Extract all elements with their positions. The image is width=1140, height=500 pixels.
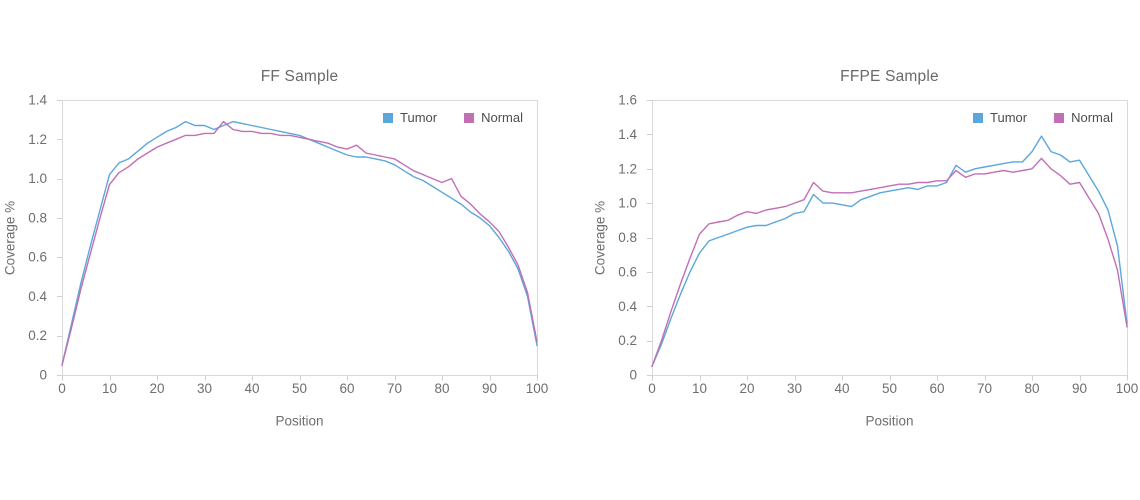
y-tick-label: 0.2: [28, 328, 47, 343]
legend-swatch-tumor-icon: [973, 112, 984, 123]
legend-label-tumor: Tumor: [400, 110, 438, 125]
x-tick-label: 50: [292, 381, 307, 396]
x-tick-label: 40: [834, 381, 849, 396]
x-tick-label: 30: [197, 381, 212, 396]
y-tick-label: 1.0: [618, 196, 637, 211]
x-tick-label: 100: [526, 381, 549, 396]
legend-swatch-tumor-icon: [383, 112, 394, 123]
y-tick-label: 0.4: [618, 299, 637, 314]
x-axis-title: Position: [865, 413, 914, 429]
legend-item-tumor: Tumor: [973, 110, 1027, 125]
plot-area: 0 10 20 30 40 50 60 70 80 90 100 0 0.2 0.4 0.6 0.8 1.0 1.…: [618, 93, 1139, 397]
x-tick-label: 80: [1024, 381, 1039, 396]
x-tick-label: 70: [387, 381, 402, 396]
y-tick-label: 0.6: [618, 264, 637, 279]
x-tick-label: 10: [692, 381, 707, 396]
y-tick-label: 1.4: [618, 127, 637, 142]
plot-frame: [62, 100, 538, 376]
x-tick-label: 60: [929, 381, 944, 396]
legend-label-normal: Normal: [1071, 110, 1113, 125]
y-tick-label: 1.6: [618, 93, 637, 108]
x-tick-label: 90: [482, 381, 497, 396]
x-axis-title: Position: [275, 413, 324, 429]
y-tick-label: 0: [39, 368, 47, 383]
x-tick-label: 100: [1116, 381, 1139, 396]
x-tick-label: 90: [1072, 381, 1087, 396]
x-tick-label: 0: [648, 381, 656, 396]
plot-area: 0 10 20 30 40 50 60 70 80 90 100 0 0.2 0.4 0.6 0.8 1.0 1.…: [28, 93, 549, 397]
y-tick-label: 0.6: [28, 250, 47, 265]
chart-title: FFPE Sample: [840, 68, 939, 85]
y-tick-label: 1.2: [618, 161, 637, 176]
x-tick-label: 30: [787, 381, 802, 396]
x-tick-label: 40: [244, 381, 259, 396]
chart-title: FF Sample: [260, 68, 339, 85]
chart-panel-ffpe: FFPE Sample Coverage % Position 0 10 20 30 4…: [570, 0, 1140, 500]
x-tick-label: 50: [882, 381, 897, 396]
plot-frame: [652, 100, 1128, 376]
legend-swatch-normal-icon: [464, 112, 475, 123]
y-tick-label: 0.2: [618, 333, 637, 348]
legend-item-normal: Normal: [464, 110, 523, 125]
x-tick-label: 20: [149, 381, 164, 396]
legend: Tumor Normal: [973, 110, 1113, 125]
y-tick-label: 0.4: [28, 289, 47, 304]
y-tick-label: 0.8: [618, 230, 637, 245]
legend-item-tumor: Tumor: [383, 110, 437, 125]
y-tick-label: 1.2: [28, 132, 47, 147]
x-tick-label: 10: [102, 381, 117, 396]
legend-label-normal: Normal: [481, 110, 523, 125]
y-tick-label: 1.0: [28, 171, 47, 186]
y-tick-label: 0.8: [28, 210, 47, 225]
y-tick-label: 1.4: [28, 93, 47, 108]
legend: Tumor Normal: [383, 110, 523, 125]
legend-item-normal: Normal: [1054, 110, 1113, 125]
x-tick-label: 0: [58, 381, 66, 396]
series-line-tumor: [61, 120, 538, 366]
legend-swatch-normal-icon: [1054, 112, 1065, 123]
chart-panel-ff: FF Sample Coverage % Position 0 10 20 30 40 5…: [3, 68, 549, 429]
series-line-tumor: [651, 135, 1128, 368]
x-tick-label: 70: [977, 381, 992, 396]
y-tick-label: 0: [629, 368, 637, 383]
x-tick-label: 60: [339, 381, 354, 396]
x-tick-label: 80: [434, 381, 449, 396]
legend-label-tumor: Tumor: [990, 110, 1028, 125]
series-line-normal: [61, 120, 538, 366]
series-line-normal: [651, 157, 1128, 368]
x-tick-label: 20: [739, 381, 754, 396]
